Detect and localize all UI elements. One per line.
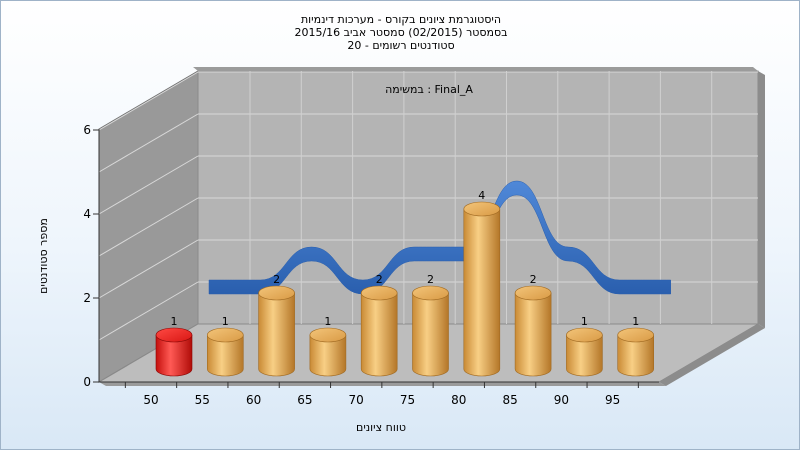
bar-value-label: 1 — [222, 315, 229, 328]
bar-body — [207, 334, 244, 377]
label-layer: 1 1 2 1 2 2 4 2 1 1 — [171, 189, 640, 328]
bar-80 — [463, 201, 501, 377]
front-edge — [659, 324, 765, 386]
x-tick-label: 95 — [605, 393, 620, 407]
x-axis-label: טווח ציונים — [356, 421, 406, 434]
bar-top — [360, 285, 398, 301]
x-tick-label: 80 — [451, 393, 466, 407]
gridline-left-wall — [98, 113, 199, 173]
bar-85 — [514, 285, 552, 377]
bar-value-label: 2 — [427, 273, 434, 286]
bar-body — [463, 208, 501, 377]
bar-60 — [258, 285, 295, 377]
x-tick-label: 85 — [502, 393, 517, 407]
x-tick-label: 90 — [554, 393, 569, 407]
bar-70 — [360, 285, 398, 377]
bar-body — [309, 334, 347, 377]
bar-body — [360, 292, 398, 377]
bar-top — [258, 285, 295, 301]
floor-front-edge — [99, 382, 666, 386]
bar-value-label: 1 — [632, 315, 639, 328]
right-edge — [758, 71, 765, 328]
x-tick-label: 70 — [349, 393, 364, 407]
bar-body — [155, 334, 193, 377]
gridline-left-wall — [98, 71, 199, 131]
bar-55 — [207, 327, 244, 377]
bar-value-label: 2 — [273, 273, 280, 286]
chart-title-line-2: בסמסטר (02/2015) סמסטר אביב 2015/16 — [294, 26, 507, 39]
bar-95 — [617, 327, 655, 377]
gridline-left-wall — [98, 281, 199, 341]
bar-top — [412, 285, 449, 301]
bar-50 — [155, 327, 193, 377]
bar-body — [617, 334, 654, 377]
bar-body — [566, 334, 603, 377]
gridline-left-wall — [98, 239, 199, 299]
bar-value-label: 1 — [171, 315, 178, 328]
bar-top — [566, 327, 603, 343]
y-tick-label: 4 — [83, 207, 91, 221]
bar-top — [617, 327, 655, 343]
bar-layer — [155, 201, 655, 377]
bar-value-label: 1 — [324, 315, 331, 328]
x-tick-label: 60 — [246, 393, 261, 407]
bar-top — [463, 201, 501, 217]
bar-value-label: 2 — [530, 273, 537, 286]
bar-top — [309, 327, 347, 343]
bar-value-label: 4 — [478, 189, 485, 202]
y-tick-label: 6 — [83, 123, 91, 137]
x-tick-label: 75 — [400, 393, 415, 407]
y-tick-label: 2 — [83, 291, 91, 305]
bar-75 — [412, 285, 449, 377]
x-tick-label: 55 — [195, 393, 210, 407]
bar-value-label: 2 — [376, 273, 383, 286]
bar-body — [258, 292, 295, 377]
bar-top — [155, 327, 193, 343]
gridline-left-wall — [98, 155, 199, 215]
task-annotation: במשימה : Final_A — [385, 83, 473, 96]
x-tick-label: 50 — [143, 393, 158, 407]
top-edge — [193, 67, 758, 71]
axis-layer: 0 2 4 6 50 55 60 65 70 75 80 85 90 95 — [83, 123, 659, 407]
chart-title-line-3: סטודנטים רשומים - 20 — [347, 39, 454, 52]
bar-top — [207, 327, 244, 343]
bar-65 — [309, 327, 347, 377]
y-tick-label: 0 — [83, 375, 91, 389]
bar-value-label: 1 — [581, 315, 588, 328]
x-tick-label: 65 — [297, 393, 312, 407]
chart-title-line-1: היסטוגרמת ציונים בקורס - מערכות דינמיות — [301, 13, 501, 26]
bar-body — [514, 292, 552, 377]
bar-body — [412, 292, 449, 377]
bar-top — [514, 285, 552, 301]
bar-90 — [566, 327, 603, 377]
gridline-left-wall — [98, 197, 199, 257]
y-axis-label: מספר סטודנטים — [37, 218, 50, 294]
